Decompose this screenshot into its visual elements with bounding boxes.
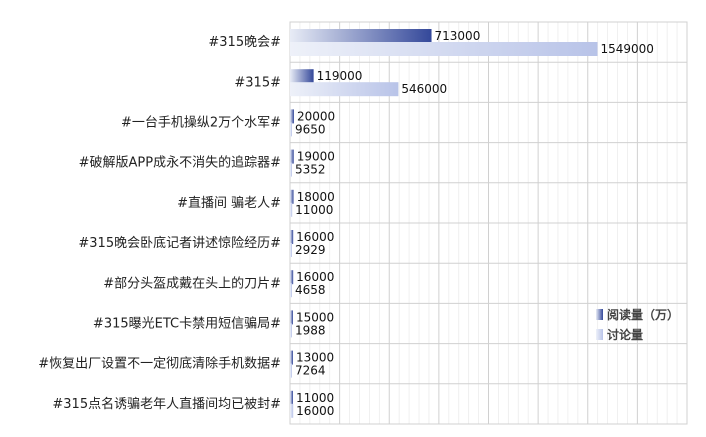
data-label-series2: 546000 (401, 82, 447, 96)
category-label: #恢复出厂设置不一定彻底清除手机数据# (38, 356, 281, 372)
legend-swatch-series1 (596, 309, 603, 320)
bar-series1 (290, 350, 293, 365)
data-label-series2: 16000 (296, 404, 334, 418)
category-label: #315晚会# (208, 35, 281, 50)
data-label-series1: 16000 (296, 230, 334, 244)
bar-series1 (290, 189, 294, 204)
data-label-series2: 2929 (295, 243, 326, 257)
data-label-series1: 20000 (297, 109, 335, 123)
bar-series2 (290, 162, 292, 177)
bar-series1 (290, 270, 294, 285)
bar-series1 (290, 29, 432, 43)
category-label: #部分头盔成戴在头上的刀片# (103, 275, 281, 291)
category-label: #315# (234, 75, 281, 90)
data-label-series1: 119000 (317, 69, 363, 83)
data-label-series1: 19000 (297, 150, 335, 164)
bar-series2 (290, 323, 292, 338)
bar-series2 (290, 243, 292, 257)
legend-label-series1: 阅读量（万） (607, 307, 679, 322)
bar-series2 (290, 363, 292, 378)
plot-border (289, 21, 688, 425)
bar-series2 (290, 202, 293, 217)
data-label-series1: 11000 (296, 391, 334, 405)
bar-series1 (290, 230, 294, 244)
bar-series1 (290, 149, 294, 164)
category-label: #315点名诱骗老年人直播间均已被封# (52, 396, 281, 412)
legend-swatch-series2 (596, 329, 603, 340)
bar-series2 (290, 122, 292, 137)
data-label-series1: 713000 (435, 29, 481, 43)
bar-series1 (290, 390, 293, 405)
data-label-series1: 13000 (296, 351, 334, 365)
data-label-series1: 15000 (296, 310, 334, 324)
category-label: #315晚会卧底记者讲述惊险经历# (78, 235, 281, 251)
data-label-series2: 9650 (295, 122, 326, 136)
labels: #315晚会# 713000 1549000 #315# 119000 546000 #一台… (38, 29, 654, 418)
category-label: #直播间 骗老人# (177, 196, 281, 211)
data-label-series1: 16000 (296, 270, 334, 284)
category-label: #破解版APP成永不消失的追踪器# (79, 155, 281, 171)
data-label-series2: 1549000 (600, 42, 653, 56)
bar-series2 (290, 82, 399, 97)
category-label: #一台手机操纵2万个水军# (121, 115, 281, 131)
bar-series1 (290, 310, 293, 325)
bars (290, 29, 598, 418)
bar-series2 (290, 403, 294, 418)
data-label-series1: 18000 (297, 190, 335, 204)
data-label-series2: 1988 (295, 323, 326, 337)
legend-label-series2: 讨论量 (607, 327, 643, 342)
bar-series1 (290, 109, 294, 124)
bar-series1 (290, 69, 314, 84)
data-label-series2: 11000 (295, 203, 333, 217)
bar-series2 (290, 42, 598, 56)
legend: 阅读量（万） 讨论量 (596, 307, 679, 342)
category-label: #315曝光ETC卡禁用短信骗局# (93, 317, 281, 332)
data-label-series2: 7264 (295, 364, 326, 378)
bar-series2 (290, 283, 292, 298)
data-label-series2: 5352 (295, 163, 326, 177)
data-label-series2: 4658 (295, 283, 326, 297)
